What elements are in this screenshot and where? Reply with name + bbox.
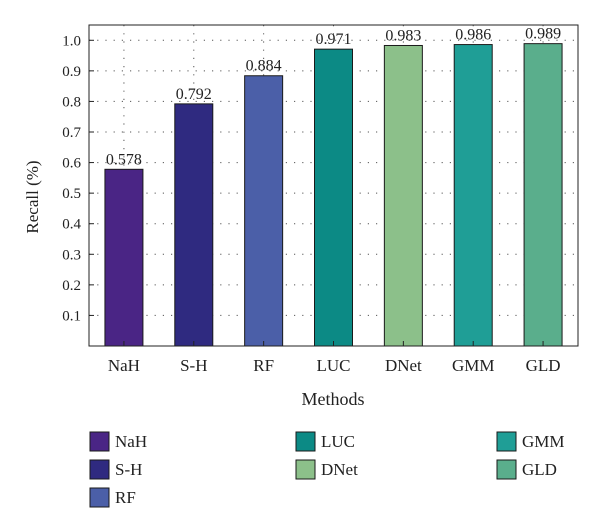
y-tick-label: 0.7 [62, 125, 81, 141]
x-tick-label: GLD [526, 356, 561, 375]
bar-value-label: 0.884 [246, 58, 282, 75]
x-tick-label: DNet [385, 356, 422, 375]
bar-value-label: 0.989 [525, 26, 561, 43]
legend-swatch-gld [496, 459, 517, 480]
legend-swatch-nah [89, 431, 110, 452]
bar-s-h [174, 103, 214, 347]
y-tick-label: 0.6 [62, 156, 81, 172]
bar-luc [314, 48, 353, 347]
legend-swatch-luc [295, 431, 316, 452]
legend-swatch-s-h [89, 459, 110, 480]
bar-series [104, 43, 563, 347]
y-tick-labels: 0.1 0.2 0.3 0.4 0.5 0.6 0.7 0.8 0.9 1.0 [62, 33, 81, 324]
bar-value-label: 0.578 [106, 151, 142, 168]
y-tick-label: 0.4 [62, 217, 81, 233]
y-tick-label: 0.3 [62, 247, 81, 263]
y-tick-label: 0.5 [62, 186, 81, 202]
bar-value-label: 0.971 [316, 31, 352, 48]
legend-label: GMM [522, 432, 565, 451]
y-tick-label: 0.8 [62, 94, 81, 110]
bar-rf [244, 75, 284, 347]
bar-value-labels: 0.578 0.792 0.884 0.971 0.983 0.986 0.989 [106, 26, 561, 169]
bar-value-label: 0.792 [176, 86, 212, 103]
legend-swatch-gmm [496, 431, 517, 452]
x-tick-label: S-H [180, 356, 207, 375]
legend-swatch-dnet [295, 459, 316, 480]
legend-label: NaH [115, 432, 147, 451]
y-tick-label: 1.0 [62, 33, 81, 49]
x-tick-label: GMM [452, 356, 495, 375]
x-tick-label: LUC [317, 356, 351, 375]
axes [88, 24, 579, 347]
y-tick-label: 0.9 [62, 64, 81, 80]
x-axis-label: Methods [302, 389, 365, 409]
bar-value-label: 0.983 [385, 27, 421, 44]
plot-frame [88, 24, 579, 347]
bar-gld [523, 43, 563, 347]
x-tick-labels: NaH S-H RF LUC DNet GMM GLD [108, 356, 561, 375]
y-axis-label: Recall (%) [23, 160, 42, 233]
y-tick-label: 0.2 [62, 278, 81, 294]
legend-label: LUC [321, 432, 355, 451]
bar-dnet [383, 44, 423, 347]
y-tick-label: 0.1 [62, 308, 81, 324]
legend-label: GLD [522, 460, 557, 479]
bar-gmm [453, 44, 493, 347]
legend: NaH S-H RF LUC DNet GMM GLD [89, 431, 565, 508]
legend-label: S-H [115, 460, 142, 479]
bar-nah [104, 168, 144, 347]
x-tick-label: NaH [108, 356, 140, 375]
legend-label: RF [115, 488, 136, 507]
legend-swatch-rf [89, 487, 110, 508]
legend-label: DNet [321, 460, 358, 479]
x-tick-label: RF [253, 356, 274, 375]
bar-value-label: 0.986 [455, 27, 491, 44]
